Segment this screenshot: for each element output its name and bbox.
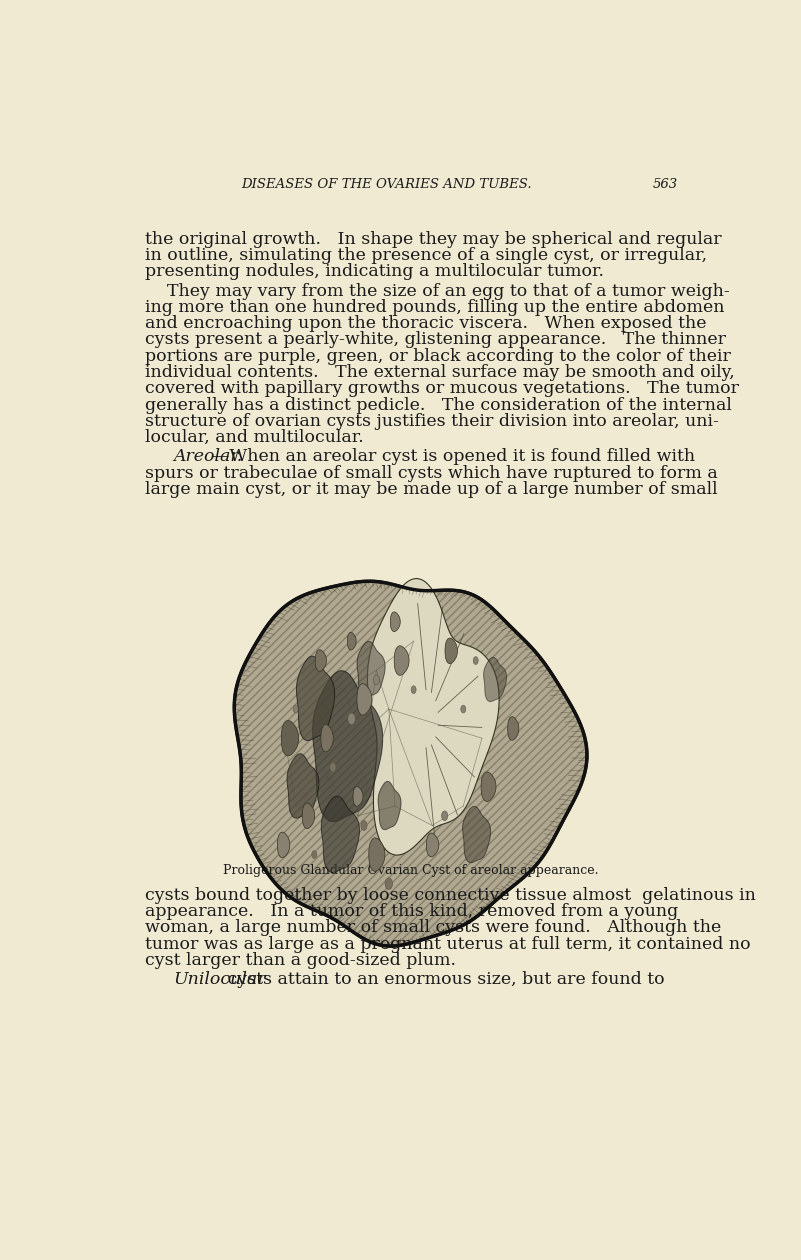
Text: portions are purple, green, or black according to the color of their: portions are purple, green, or black acc…: [146, 348, 731, 364]
Polygon shape: [357, 641, 385, 698]
Polygon shape: [373, 675, 380, 684]
Polygon shape: [481, 772, 496, 801]
Polygon shape: [293, 706, 298, 713]
Polygon shape: [316, 650, 327, 672]
Polygon shape: [426, 833, 439, 857]
Polygon shape: [234, 581, 587, 946]
Text: individual contents.   The external surface may be smooth and oily,: individual contents. The external surfac…: [146, 364, 735, 381]
Text: cyst larger than a good-sized plum.: cyst larger than a good-sized plum.: [146, 951, 457, 969]
Polygon shape: [461, 706, 465, 713]
Text: 563: 563: [652, 179, 678, 192]
Polygon shape: [385, 878, 392, 890]
Text: DISEASES OF THE OVARIES AND TUBES.: DISEASES OF THE OVARIES AND TUBES.: [241, 179, 532, 192]
Polygon shape: [312, 850, 316, 858]
Text: large main cyst, or it may be made up of a large number of small: large main cyst, or it may be made up of…: [146, 481, 718, 498]
Polygon shape: [445, 638, 457, 664]
Text: woman, a large number of small cysts were found.   Although the: woman, a large number of small cysts wer…: [146, 920, 722, 936]
Polygon shape: [348, 713, 356, 724]
Polygon shape: [281, 721, 299, 756]
Polygon shape: [287, 753, 319, 818]
Text: presenting nodules, indicating a multilocular tumor.: presenting nodules, indicating a multilo…: [146, 263, 605, 281]
Polygon shape: [330, 762, 336, 772]
Text: generally has a distinct pedicle.   The consideration of the internal: generally has a distinct pedicle. The co…: [146, 397, 732, 413]
Polygon shape: [378, 781, 401, 829]
Text: covered with papillary growths or mucous vegetations.   The tumor: covered with papillary growths or mucous…: [146, 381, 739, 397]
Text: Areolar.: Areolar.: [173, 449, 243, 465]
Text: Proligerous Glandular Ovarian Cyst of areolar appearance.: Proligerous Glandular Ovarian Cyst of ar…: [223, 864, 598, 877]
Text: cysts present a pearly-white, glistening appearance.   The thinner: cysts present a pearly-white, glistening…: [146, 331, 727, 349]
Text: They may vary from the size of an egg to that of a tumor weigh-: They may vary from the size of an egg to…: [146, 282, 731, 300]
Text: cysts attain to an enormous size, but are found to: cysts attain to an enormous size, but ar…: [222, 971, 664, 988]
Polygon shape: [484, 658, 506, 702]
Polygon shape: [368, 838, 385, 872]
Polygon shape: [463, 806, 491, 863]
Polygon shape: [390, 612, 400, 631]
Text: —When an areolar cyst is opened it is found filled with: —When an areolar cyst is opened it is fo…: [211, 449, 695, 465]
Polygon shape: [411, 685, 416, 693]
Polygon shape: [348, 633, 356, 650]
Polygon shape: [302, 803, 315, 829]
Text: Unilocular: Unilocular: [173, 971, 266, 988]
Polygon shape: [296, 656, 335, 741]
Text: structure of ovarian cysts justifies their division into areolar, uni-: structure of ovarian cysts justifies the…: [146, 413, 719, 430]
Text: Fig. 339.: Fig. 339.: [376, 655, 445, 670]
Text: appearance.   In a tumor of this kind, removed from a young: appearance. In a tumor of this kind, rem…: [146, 903, 678, 920]
Polygon shape: [441, 811, 448, 820]
Polygon shape: [321, 724, 333, 752]
Polygon shape: [277, 832, 290, 858]
Polygon shape: [508, 717, 519, 741]
Text: and encroaching upon the thoracic viscera.   When exposed the: and encroaching upon the thoracic viscer…: [146, 315, 707, 333]
Polygon shape: [394, 646, 409, 675]
Polygon shape: [357, 684, 372, 716]
Text: locular, and multilocular.: locular, and multilocular.: [146, 430, 364, 446]
Polygon shape: [312, 670, 383, 822]
Text: in outline, simulating the presence of a single cyst, or irregular,: in outline, simulating the presence of a…: [146, 247, 707, 265]
Text: ing more than one hundred pounds, filling up the entire abdomen: ing more than one hundred pounds, fillin…: [146, 299, 725, 316]
Text: tumor was as large as a pregnant uterus at full term, it contained no: tumor was as large as a pregnant uterus …: [146, 935, 751, 953]
Polygon shape: [361, 820, 367, 830]
Polygon shape: [353, 786, 363, 806]
Polygon shape: [473, 656, 478, 664]
Text: the original growth.   In shape they may be spherical and regular: the original growth. In shape they may b…: [146, 231, 722, 248]
Polygon shape: [368, 578, 499, 856]
Text: spurs or trabeculae of small cysts which have ruptured to form a: spurs or trabeculae of small cysts which…: [146, 465, 718, 481]
Polygon shape: [321, 796, 360, 872]
Text: cysts bound together by loose connective tissue almost  gelatinous in: cysts bound together by loose connective…: [146, 887, 756, 903]
